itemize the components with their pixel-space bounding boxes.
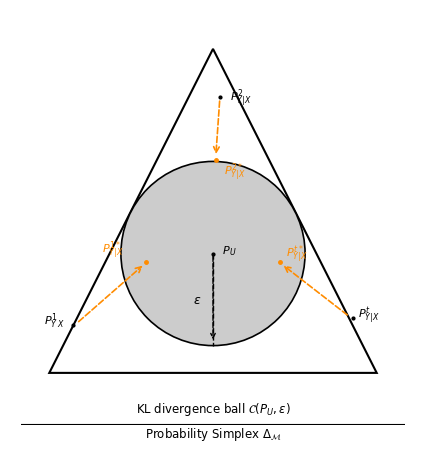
Text: KL divergence ball $\mathcal{C}(P_U, \epsilon)$: KL divergence ball $\mathcal{C}(P_U, \ep… — [135, 400, 291, 417]
Text: $P_{Y|X}^t$: $P_{Y|X}^t$ — [358, 304, 380, 325]
Text: $\!P_U$: $\!P_U$ — [223, 244, 237, 258]
Text: Probability Simplex $\Delta_\mathcal{M}$: Probability Simplex $\Delta_\mathcal{M}$ — [145, 425, 281, 442]
Text: $P_{Y|X}^{2*}$: $P_{Y|X}^{2*}$ — [224, 161, 246, 182]
Text: $P_{Y|X}^{t*}$: $P_{Y|X}^{t*}$ — [286, 243, 308, 264]
Text: $P_{Y\ X}^1$: $P_{Y\ X}^1$ — [44, 311, 66, 330]
Text: $\epsilon$: $\epsilon$ — [193, 293, 202, 306]
Circle shape — [121, 162, 305, 346]
Text: $P_{Y|X}^2$: $P_{Y|X}^2$ — [230, 88, 252, 109]
Text: $P_{Y|X}^{1*}$: $P_{Y|X}^{1*}$ — [102, 239, 124, 261]
